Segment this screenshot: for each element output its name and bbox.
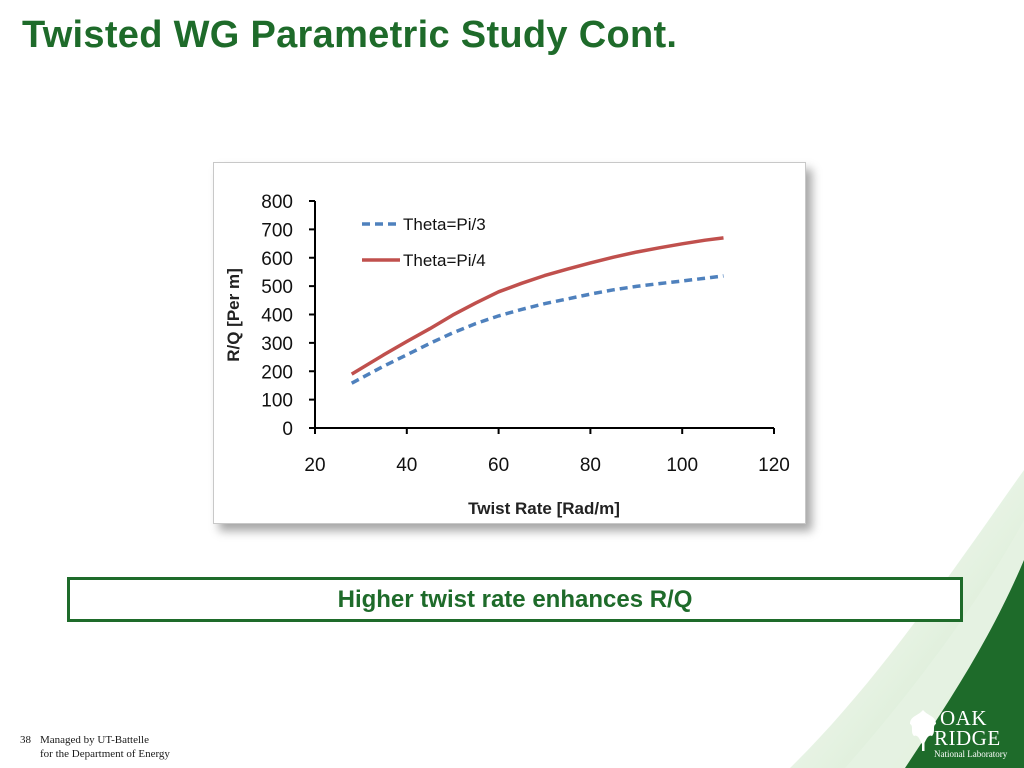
legend-label-2: Theta=Pi/4 [403, 251, 486, 270]
y-tick-label: 200 [261, 362, 293, 383]
x-tick-label: 20 [304, 455, 325, 476]
chart: 0 100 200 300 400 500 600 700 800 20 40 60 80 100 120… [224, 192, 790, 518]
y-tick-label: 100 [261, 391, 293, 412]
footer-line-1: Managed by UT-Battelle [40, 734, 149, 746]
oak-ridge-logo: OAK RIDGE National Laboratory [906, 706, 1018, 762]
logo-text-oak: OAK [940, 706, 987, 730]
y-tick-label: 600 [261, 249, 293, 270]
y-axis-label: R/Q [Per m] [224, 268, 243, 362]
slide-title: Twisted WG Parametric Study Cont. [22, 14, 678, 56]
leaf-icon [910, 710, 936, 751]
x-tick-label: 120 [758, 455, 790, 476]
y-tick-label: 0 [282, 419, 293, 440]
x-tick-label: 100 [666, 455, 698, 476]
chart-panel: 0 100 200 300 400 500 600 700 800 20 40 60 80 100 120… [213, 162, 806, 524]
series-layer [350, 236, 724, 385]
series-line-1 [350, 274, 724, 385]
legend-label-1: Theta=Pi/3 [403, 215, 486, 234]
legend: Theta=Pi/3 Theta=Pi/4 [362, 215, 486, 270]
x-tick-label: 40 [396, 455, 417, 476]
y-tick-label: 800 [261, 192, 293, 213]
footer: 38 Managed by UT-Battelle for the Departm… [20, 733, 170, 761]
y-tick-label: 300 [261, 334, 293, 355]
page-number: 38 [20, 734, 31, 746]
y-tick-label: 400 [261, 306, 293, 327]
y-tick-label: 500 [261, 277, 293, 298]
x-tick-label: 80 [580, 455, 601, 476]
logo-text-lab: National Laboratory [934, 749, 1008, 759]
callout-text: Higher twist rate enhances R/Q [337, 585, 693, 613]
x-axis-label: Twist Rate [Rad/m] [468, 499, 620, 518]
logo-text-ridge: RIDGE [934, 726, 1001, 750]
y-tick-label: 700 [261, 220, 293, 241]
series-line-2 [350, 236, 724, 376]
x-tick-label: 60 [488, 455, 509, 476]
x-axis: 20 40 60 80 100 120 [304, 427, 790, 476]
footer-line-2: for the Department of Energy [40, 748, 170, 760]
y-axis: 0 100 200 300 400 500 600 700 800 [261, 192, 316, 440]
callout-box: Higher twist rate enhances R/Q [67, 577, 963, 622]
